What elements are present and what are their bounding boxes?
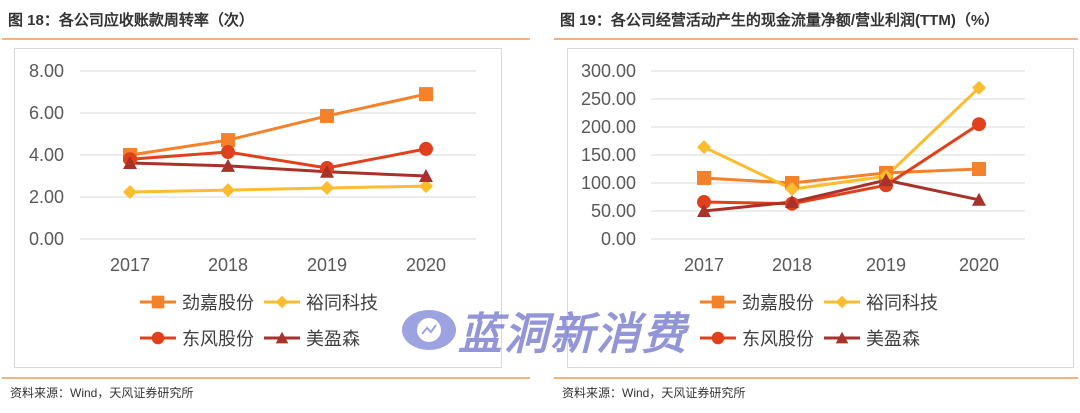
watermark: 蓝洞新消费 xyxy=(400,298,688,362)
y-tick-label: 2.00 xyxy=(29,187,64,207)
marker-triangle xyxy=(835,331,849,344)
x-tick-label: 2019 xyxy=(307,255,347,275)
y-tick-label: 50.00 xyxy=(591,201,636,221)
marker-diamond xyxy=(697,140,711,155)
marker-diamond xyxy=(275,295,289,309)
y-tick-label: 250.00 xyxy=(581,89,636,109)
marker-circle xyxy=(221,145,235,160)
chart-title: 图 19：各公司经营活动产生的现金流量净额/营业利润(TTM)（%） xyxy=(560,12,1000,29)
series-line xyxy=(129,147,427,170)
marker-triangle xyxy=(879,173,893,187)
marker-diamond xyxy=(972,80,986,95)
marker-triangle xyxy=(972,192,986,206)
legend-label: 劲嘉股份 xyxy=(182,293,254,314)
marker-triangle xyxy=(320,164,334,178)
marker-square xyxy=(320,108,334,123)
legend-label: 美盈森 xyxy=(866,329,920,350)
marker-triangle xyxy=(785,195,799,209)
watermark-text: 蓝洞新消费 xyxy=(458,310,688,359)
chart-title: 图 18：各公司应收账款周转率（次） xyxy=(8,12,254,29)
divider xyxy=(554,377,1078,379)
marker-triangle xyxy=(275,331,289,344)
y-tick-label: 4.00 xyxy=(29,145,64,165)
legend-label: 美盈森 xyxy=(306,329,360,350)
marker-circle xyxy=(151,331,165,345)
x-tick-label: 2017 xyxy=(684,255,724,275)
marker-diamond xyxy=(419,179,433,194)
marker-square xyxy=(711,295,725,309)
legend-label: 裕同科技 xyxy=(306,293,378,314)
legend-label: 裕同科技 xyxy=(866,293,938,314)
marker-square xyxy=(151,295,165,309)
y-tick-label: 0.00 xyxy=(29,229,64,249)
series-line xyxy=(703,167,980,185)
divider xyxy=(554,38,1078,40)
marker-triangle xyxy=(697,204,711,217)
source-note: 资料来源：Wind，天风证券研究所 xyxy=(10,386,194,400)
y-tick-label: 150.00 xyxy=(581,145,636,165)
series-line xyxy=(703,178,980,213)
marker-diamond xyxy=(835,295,849,309)
divider xyxy=(2,38,530,40)
marker-circle xyxy=(697,195,711,210)
marker-circle xyxy=(711,331,725,345)
marker-square xyxy=(697,170,711,185)
y-tick-label: 0.00 xyxy=(601,229,636,249)
marker-square xyxy=(419,87,433,102)
marker-square xyxy=(221,133,235,148)
divider xyxy=(2,377,530,379)
x-tick-label: 2018 xyxy=(772,255,812,275)
marker-diamond xyxy=(320,180,334,195)
x-tick-label: 2020 xyxy=(959,255,999,275)
marker-diamond xyxy=(221,183,235,198)
series-line xyxy=(129,161,427,178)
marker-diamond xyxy=(785,182,799,197)
marker-triangle xyxy=(221,158,235,172)
legend-label: 劲嘉股份 xyxy=(742,293,814,314)
x-tick-label: 2020 xyxy=(406,255,446,275)
y-tick-label: 8.00 xyxy=(29,61,64,81)
watermark-logo-icon xyxy=(402,310,456,350)
x-tick-label: 2017 xyxy=(110,255,150,275)
series-line xyxy=(129,92,427,157)
source-note: 资料来源：Wind，天风证券研究所 xyxy=(562,386,746,400)
series-line xyxy=(129,184,427,194)
marker-square xyxy=(972,162,986,176)
marker-circle xyxy=(419,141,433,156)
y-tick-label: 300.00 xyxy=(581,61,636,81)
x-tick-label: 2019 xyxy=(866,255,906,275)
chart-panel-19: 图 19：各公司经营活动产生的现金流量净额/营业利润(TTM)（%） 资料来源：… xyxy=(552,0,1080,413)
series-line xyxy=(703,86,981,191)
marker-circle xyxy=(972,117,986,132)
marker-diamond xyxy=(123,184,137,199)
y-tick-label: 6.00 xyxy=(29,103,64,123)
plot-frame xyxy=(567,48,1074,368)
y-tick-label: 100.00 xyxy=(581,173,636,193)
legend-label: 东风股份 xyxy=(182,329,254,350)
marker-triangle xyxy=(419,169,433,182)
series-line xyxy=(703,122,980,206)
legend-label: 东风股份 xyxy=(742,329,814,350)
y-tick-label: 200.00 xyxy=(581,117,636,137)
x-tick-label: 2018 xyxy=(208,255,248,275)
marker-triangle xyxy=(123,155,137,169)
